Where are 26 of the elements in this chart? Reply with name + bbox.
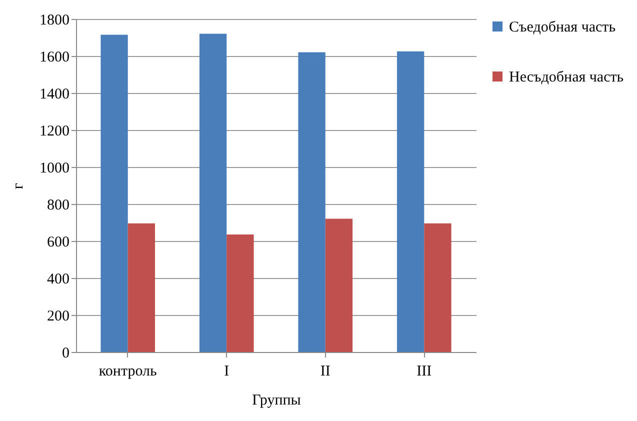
x-tick-label: I [224, 364, 230, 380]
legend-label: Съедобная часть [509, 20, 616, 36]
bar [128, 223, 156, 352]
x-tick-label: III [416, 364, 432, 380]
y-tick-label: 1200 [40, 124, 70, 140]
y-tick-label: 0 [62, 346, 70, 362]
y-tick-label: 1400 [40, 86, 70, 102]
bar [298, 52, 326, 352]
legend-label: Несъдобная часть [509, 70, 624, 86]
y-tick-label: 400 [47, 272, 70, 288]
y-tick-label: 200 [47, 308, 70, 324]
y-tick-label: 800 [47, 198, 70, 214]
y-axis-title: г [10, 182, 26, 190]
y-tick-label: 600 [47, 234, 70, 250]
y-tick-label: 1600 [40, 50, 70, 66]
x-tick-label: контроль [98, 364, 157, 380]
y-tick-label: 1800 [40, 12, 70, 28]
x-axis-title: Группы [252, 392, 301, 408]
bar [325, 218, 353, 352]
x-tick-label: II [320, 364, 330, 380]
bar [199, 34, 227, 352]
bar [226, 234, 254, 352]
y-tick-label: 1000 [40, 160, 70, 176]
bar [100, 34, 128, 352]
bar [424, 223, 452, 352]
bar [396, 51, 424, 352]
